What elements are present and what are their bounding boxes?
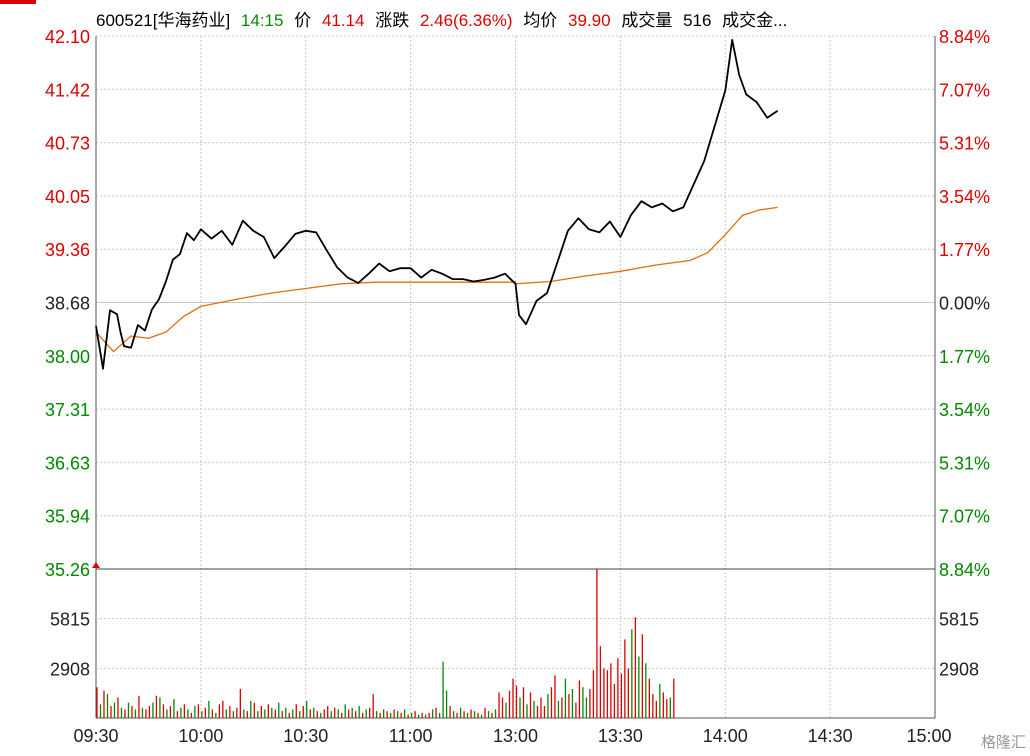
time-tick-label: 13:30 xyxy=(598,726,643,746)
prev-close-marker xyxy=(92,562,100,568)
corner-marker xyxy=(0,0,36,4)
volume-tick-label-right: 2908 xyxy=(939,659,979,679)
time-tick-label: 09:30 xyxy=(73,726,118,746)
pct-tick-label: 5.31% xyxy=(939,453,990,473)
time-tick-label: 15:00 xyxy=(906,726,951,746)
price-value: 41.14 xyxy=(321,11,365,30)
avg-label: 均价 xyxy=(523,11,558,30)
pct-tick-label: 5.31% xyxy=(939,134,990,154)
stock-code-name: 600521[华海药业] xyxy=(96,11,231,30)
pct-tick-label: 3.54% xyxy=(939,400,990,420)
price-label: 价 xyxy=(294,11,312,30)
avg-value: 39.90 xyxy=(568,11,611,30)
price-tick-label: 37.31 xyxy=(45,400,90,420)
price-tick-label: 40.05 xyxy=(45,187,90,207)
change-label: 涨跌 xyxy=(375,11,410,30)
watermark: 格隆汇 xyxy=(980,734,1026,751)
volume-tick-label: 2908 xyxy=(50,659,90,679)
price-tick-label: 38.68 xyxy=(45,294,90,314)
pct-tick-label: 7.07% xyxy=(939,507,990,527)
price-tick-label: 38.00 xyxy=(45,347,90,367)
avg-price-line xyxy=(95,206,778,353)
pct-tick-label: 8.84% xyxy=(939,560,990,580)
price-tick-label: 40.73 xyxy=(45,134,90,154)
price-tick-label: 42.10 xyxy=(45,27,90,47)
price-tick-label: 35.94 xyxy=(45,507,90,527)
pct-tick-label: 8.84% xyxy=(939,27,990,47)
pct-tick-label: 7.07% xyxy=(939,80,990,100)
change-value: 2.46(6.36%) xyxy=(419,11,513,30)
price-tick-label: 36.63 xyxy=(45,453,90,473)
turnover-label: 成交金... xyxy=(722,11,788,30)
time-tick-label: 11:00 xyxy=(389,726,433,746)
pct-tick-label: 1.77% xyxy=(939,347,990,367)
time-tick-label: 13:00 xyxy=(493,726,538,746)
price-line xyxy=(95,39,779,370)
volume-tick-label: 5815 xyxy=(50,610,90,630)
pct-tick-label: 1.77% xyxy=(939,240,990,260)
price-tick-label: 39.36 xyxy=(45,240,90,260)
pct-tick-label: 3.54% xyxy=(939,187,990,207)
volume-value: 516 xyxy=(683,11,712,30)
price-tick-label: 35.26 xyxy=(45,560,90,580)
quote-time: 14:15 xyxy=(240,11,284,30)
time-tick-label: 14:30 xyxy=(808,726,853,746)
quote-header: 600521[华海药业] 14:15 价 41.14 涨跌 2.46(6.36%… xyxy=(96,6,793,32)
pct-tick-label: 0.00% xyxy=(939,294,990,314)
time-tick-label: 14:00 xyxy=(703,726,748,746)
volume-label: 成交量 xyxy=(621,11,673,30)
price-tick-label: 41.42 xyxy=(45,80,90,100)
time-tick-label: 10:00 xyxy=(178,726,223,746)
time-tick-label: 10:30 xyxy=(283,726,328,746)
volume-tick-label-right: 5815 xyxy=(939,610,979,630)
